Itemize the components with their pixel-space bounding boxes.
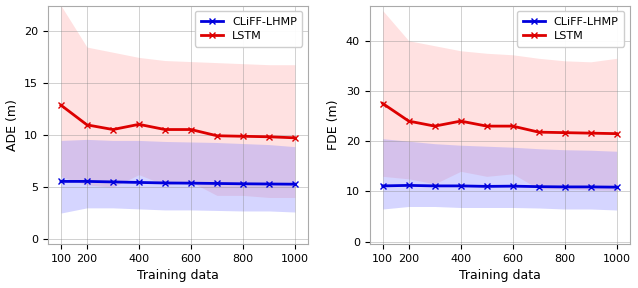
- Legend: CLiFF-LHMP, LSTM: CLiFF-LHMP, LSTM: [195, 11, 302, 47]
- Line: LSTM: LSTM: [380, 101, 619, 137]
- CLiFF-LHMP: [587, 185, 595, 189]
- CLiFF-LHMP: [535, 185, 542, 188]
- LSTM: [161, 128, 169, 131]
- CLiFF-LHMP: [109, 180, 117, 184]
- CLiFF-LHMP: [57, 180, 65, 183]
- LSTM: [213, 134, 221, 137]
- Y-axis label: ADE (m): ADE (m): [6, 99, 19, 151]
- LSTM: [57, 103, 65, 107]
- LSTM: [535, 130, 542, 134]
- LSTM: [405, 119, 413, 123]
- CLiFF-LHMP: [405, 184, 413, 187]
- LSTM: [135, 123, 143, 126]
- LSTM: [83, 123, 91, 127]
- CLiFF-LHMP: [83, 180, 91, 183]
- CLiFF-LHMP: [213, 182, 221, 185]
- CLiFF-LHMP: [457, 184, 464, 187]
- LSTM: [265, 135, 272, 139]
- Line: CLiFF-LHMP: CLiFF-LHMP: [58, 179, 298, 187]
- Line: CLiFF-LHMP: CLiFF-LHMP: [380, 183, 619, 190]
- LSTM: [187, 128, 195, 131]
- X-axis label: Training data: Training data: [137, 270, 219, 283]
- CLiFF-LHMP: [561, 185, 568, 189]
- CLiFF-LHMP: [431, 184, 438, 187]
- LSTM: [483, 124, 491, 128]
- LSTM: [431, 124, 438, 128]
- CLiFF-LHMP: [265, 182, 272, 186]
- LSTM: [457, 119, 464, 123]
- LSTM: [379, 102, 387, 105]
- LSTM: [291, 136, 299, 140]
- CLiFF-LHMP: [135, 181, 143, 184]
- Line: LSTM: LSTM: [58, 102, 298, 141]
- Legend: CLiFF-LHMP, LSTM: CLiFF-LHMP, LSTM: [517, 11, 624, 47]
- CLiFF-LHMP: [509, 184, 517, 188]
- CLiFF-LHMP: [187, 181, 195, 185]
- LSTM: [509, 124, 517, 128]
- CLiFF-LHMP: [379, 184, 387, 187]
- Y-axis label: FDE (m): FDE (m): [327, 100, 340, 150]
- CLiFF-LHMP: [291, 183, 299, 186]
- X-axis label: Training data: Training data: [459, 270, 540, 283]
- LSTM: [109, 128, 117, 131]
- LSTM: [561, 131, 568, 134]
- CLiFF-LHMP: [161, 181, 169, 185]
- CLiFF-LHMP: [613, 185, 621, 189]
- CLiFF-LHMP: [239, 182, 247, 185]
- LSTM: [613, 132, 621, 135]
- LSTM: [239, 134, 247, 138]
- CLiFF-LHMP: [483, 185, 491, 188]
- LSTM: [587, 131, 595, 135]
